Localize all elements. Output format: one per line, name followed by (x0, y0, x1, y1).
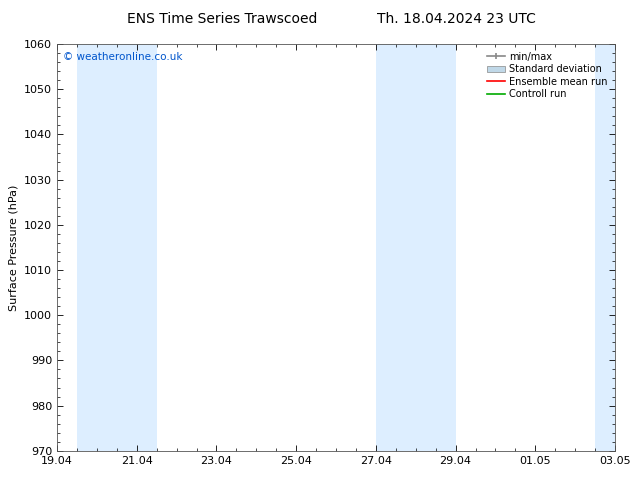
Bar (416, 44, 456, 451)
Text: © weatheronline.co.uk: © weatheronline.co.uk (63, 52, 182, 62)
Y-axis label: Surface Pressure (hPa): Surface Pressure (hPa) (8, 184, 18, 311)
Text: Th. 18.04.2024 23 UTC: Th. 18.04.2024 23 UTC (377, 12, 536, 26)
Bar (376, 44, 416, 451)
Bar (77, 44, 117, 451)
Bar (117, 44, 157, 451)
Bar (595, 44, 615, 451)
Text: ENS Time Series Trawscoed: ENS Time Series Trawscoed (127, 12, 317, 26)
Legend: min/max, Standard deviation, Ensemble mean run, Controll run: min/max, Standard deviation, Ensemble me… (484, 49, 610, 102)
